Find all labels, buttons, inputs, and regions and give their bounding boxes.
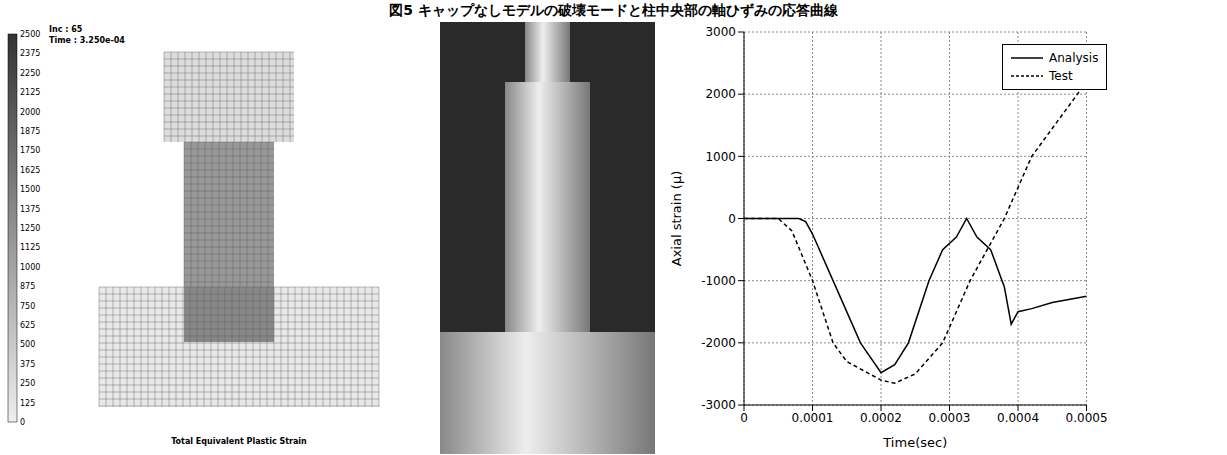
svg-text:1000: 1000 bbox=[705, 150, 736, 164]
svg-text:0.0004: 0.0004 bbox=[997, 411, 1039, 425]
svg-text:0.0001: 0.0001 bbox=[792, 411, 834, 425]
svg-text:1125: 1125 bbox=[20, 243, 40, 252]
svg-text:Axial strain (μ): Axial strain (μ) bbox=[669, 171, 684, 267]
html-text:図5 キャップなしモデルの破壊モードと柱中央部の軸ひずみの応: 図5 キャップなしモデルの破壊モードと柱中央部の軸ひずみの応答曲線 bbox=[389, 2, 838, 18]
svg-text:0.0002: 0.0002 bbox=[860, 411, 902, 425]
svg-text:2125: 2125 bbox=[20, 88, 40, 97]
svg-text:0: 0 bbox=[728, 212, 736, 226]
svg-text:750: 750 bbox=[20, 302, 35, 311]
html-text:Analysis: Analysis bbox=[1049, 51, 1099, 65]
svg-text:Inc : 65: Inc : 65 bbox=[49, 25, 83, 34]
svg-text:2375: 2375 bbox=[20, 49, 40, 58]
svg-text:1750: 1750 bbox=[20, 146, 40, 155]
svg-text:250: 250 bbox=[20, 379, 35, 388]
svg-text:1875: 1875 bbox=[20, 127, 40, 136]
svg-text:1250: 1250 bbox=[20, 224, 40, 233]
svg-text:1625: 1625 bbox=[20, 166, 40, 175]
svg-text:3000: 3000 bbox=[705, 25, 736, 39]
svg-text:1375: 1375 bbox=[20, 205, 40, 214]
svg-text:Time(sec): Time(sec) bbox=[882, 435, 947, 450]
svg-text:Total Equivalent Plastic Strai: Total Equivalent Plastic Strain bbox=[171, 437, 307, 446]
svg-text:125: 125 bbox=[20, 399, 35, 408]
svg-text:0: 0 bbox=[20, 418, 25, 427]
svg-text:625: 625 bbox=[20, 321, 35, 330]
svg-text:0: 0 bbox=[740, 411, 748, 425]
svg-text:-3000: -3000 bbox=[701, 398, 736, 412]
svg-text:500: 500 bbox=[20, 340, 35, 349]
svg-text:875: 875 bbox=[20, 282, 35, 291]
svg-text:375: 375 bbox=[20, 360, 35, 369]
svg-text:2000: 2000 bbox=[705, 87, 736, 101]
svg-text:-1000: -1000 bbox=[701, 274, 736, 288]
svg-text:-2000: -2000 bbox=[701, 336, 736, 350]
svg-text:Time : 3.250e-04: Time : 3.250e-04 bbox=[49, 36, 125, 45]
svg-text:1500: 1500 bbox=[20, 185, 40, 194]
html-text:Test: Test bbox=[1049, 69, 1073, 83]
svg-text:2000: 2000 bbox=[20, 108, 40, 117]
svg-text:2500: 2500 bbox=[20, 30, 40, 39]
svg-text:0.0003: 0.0003 bbox=[929, 411, 971, 425]
svg-text:2250: 2250 bbox=[20, 69, 40, 78]
svg-text:0.0005: 0.0005 bbox=[1066, 411, 1108, 425]
svg-text:1000: 1000 bbox=[20, 263, 40, 272]
